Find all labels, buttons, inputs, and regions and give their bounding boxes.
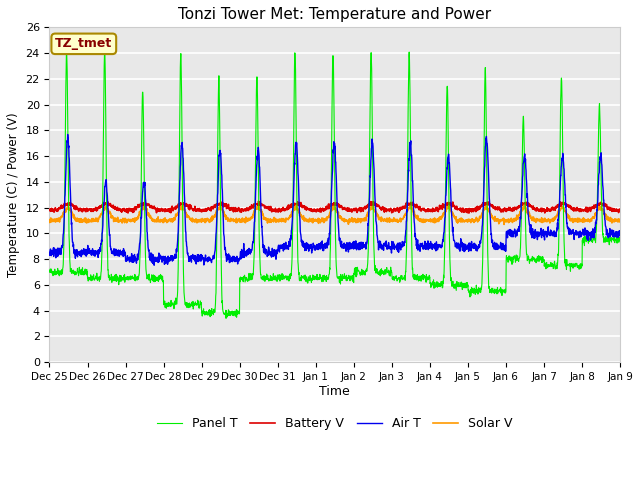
Battery V	[255, 198, 262, 204]
Air T	[582, 229, 590, 235]
Battery V	[465, 210, 473, 216]
Line: Battery V: Battery V	[49, 201, 620, 213]
Solar V	[205, 218, 212, 224]
Air T	[205, 256, 213, 262]
Battery V	[616, 207, 624, 213]
Panel T	[101, 43, 109, 48]
Battery V	[352, 208, 360, 214]
Text: TZ_tmet: TZ_tmet	[55, 37, 113, 50]
Solar V	[501, 218, 509, 224]
Panel T	[582, 235, 590, 241]
Panel T	[205, 308, 212, 313]
Solar V	[351, 218, 359, 224]
Panel T	[616, 236, 624, 241]
Battery V	[205, 206, 212, 212]
Air T	[64, 132, 72, 137]
Battery V	[501, 207, 509, 213]
Air T	[150, 263, 158, 268]
Panel T	[501, 290, 509, 296]
Y-axis label: Temperature (C) / Power (V): Temperature (C) / Power (V)	[7, 112, 20, 277]
Battery V	[582, 204, 590, 210]
Panel T	[222, 315, 230, 321]
Panel T	[364, 249, 372, 254]
Title: Tonzi Tower Met: Temperature and Power: Tonzi Tower Met: Temperature and Power	[178, 7, 492, 22]
Solar V	[364, 210, 372, 216]
Battery V	[364, 204, 372, 209]
Panel T	[566, 262, 574, 267]
Solar V	[520, 202, 528, 208]
Solar V	[500, 222, 508, 228]
Air T	[616, 231, 624, 237]
Line: Solar V: Solar V	[49, 205, 620, 225]
Battery V	[566, 204, 574, 210]
Legend: Panel T, Battery V, Air T, Solar V: Panel T, Battery V, Air T, Solar V	[152, 412, 518, 435]
Air T	[364, 222, 372, 228]
Solar V	[616, 218, 624, 224]
Panel T	[352, 270, 360, 276]
Panel T	[45, 268, 53, 274]
Line: Panel T: Panel T	[49, 46, 620, 318]
Air T	[501, 243, 509, 249]
Solar V	[582, 217, 590, 223]
Battery V	[45, 207, 53, 213]
Air T	[45, 252, 53, 258]
Solar V	[566, 218, 574, 224]
Solar V	[45, 217, 53, 223]
X-axis label: Time: Time	[319, 384, 350, 397]
Air T	[352, 238, 360, 244]
Air T	[566, 231, 574, 237]
Line: Air T: Air T	[49, 134, 620, 265]
